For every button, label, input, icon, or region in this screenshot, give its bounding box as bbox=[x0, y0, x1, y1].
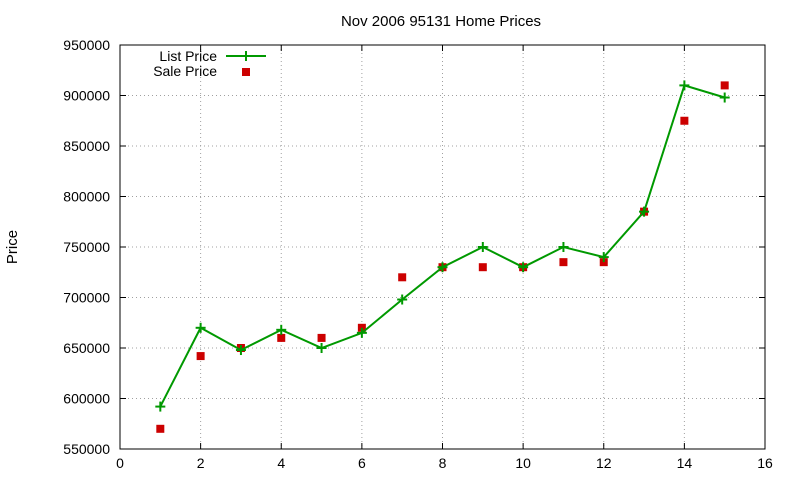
x-tick-label: 2 bbox=[197, 455, 205, 471]
chart-title: Nov 2006 95131 Home Prices bbox=[341, 13, 541, 30]
x-tick-label: 12 bbox=[596, 455, 612, 471]
list-price-point bbox=[598, 252, 609, 263]
sale-price-point bbox=[599, 258, 608, 267]
sale-price-point bbox=[680, 116, 689, 125]
axis-ticks bbox=[119, 44, 766, 450]
y-tick-labels: 550000 600000 650000 700000 750000 800000 8500… bbox=[63, 37, 110, 457]
sale-price-point bbox=[277, 333, 286, 342]
y-tick-label: 750000 bbox=[63, 239, 110, 255]
y-axis-label: Price bbox=[4, 230, 21, 264]
x-tick-label: 6 bbox=[358, 455, 366, 471]
x-tick-label: 14 bbox=[677, 455, 693, 471]
y-tick-label: 800000 bbox=[63, 189, 110, 205]
list-price-point bbox=[558, 242, 569, 252]
x-tick-label: 4 bbox=[277, 455, 285, 471]
list-price-point bbox=[356, 327, 367, 338]
legend-swatch-sale-price bbox=[242, 68, 250, 76]
list-price-point bbox=[195, 322, 206, 333]
y-tick-label: 650000 bbox=[63, 340, 110, 356]
list-price-point bbox=[397, 294, 408, 305]
y-tick-label: 950000 bbox=[63, 37, 110, 53]
list-price-point bbox=[276, 324, 287, 335]
x-tick-label: 0 bbox=[116, 455, 124, 471]
sale-price-point bbox=[357, 323, 366, 332]
sale-price-point bbox=[478, 263, 487, 272]
legend: List Price Sale Price bbox=[153, 48, 266, 79]
y-tick-label: 850000 bbox=[63, 138, 110, 154]
y-tick-label: 900000 bbox=[63, 88, 110, 104]
list-price-point bbox=[477, 242, 488, 252]
list-price-point bbox=[719, 92, 730, 103]
sale-price-point bbox=[317, 333, 326, 342]
list-price-point bbox=[316, 343, 327, 353]
list-price-point bbox=[518, 262, 529, 273]
list-price-point bbox=[235, 345, 246, 356]
x-tick-label: 16 bbox=[757, 455, 773, 471]
sale-price-point bbox=[559, 258, 568, 267]
x-tick-label: 10 bbox=[515, 455, 531, 471]
y-tick-label: 550000 bbox=[63, 441, 110, 457]
grid bbox=[120, 45, 765, 449]
sale-price-point bbox=[398, 273, 407, 282]
list-price-point bbox=[679, 80, 690, 91]
list-price-point bbox=[639, 206, 650, 217]
x-tick-label: 8 bbox=[439, 455, 447, 471]
sale-price-point bbox=[196, 352, 205, 361]
legend-label-list-price: List Price bbox=[159, 48, 217, 64]
y-tick-label: 700000 bbox=[63, 290, 110, 306]
legend-swatch-list-price bbox=[226, 51, 266, 61]
sale-price-point bbox=[720, 81, 729, 90]
y-tick-label: 600000 bbox=[63, 391, 110, 407]
legend-label-sale-price: Sale Price bbox=[153, 63, 217, 79]
sale-price-point bbox=[156, 424, 165, 433]
list-price-point bbox=[155, 401, 166, 412]
list-price-point bbox=[437, 262, 448, 273]
x-tick-labels: 0 2 4 6 8 10 12 14 16 bbox=[116, 455, 773, 471]
series bbox=[155, 80, 730, 433]
